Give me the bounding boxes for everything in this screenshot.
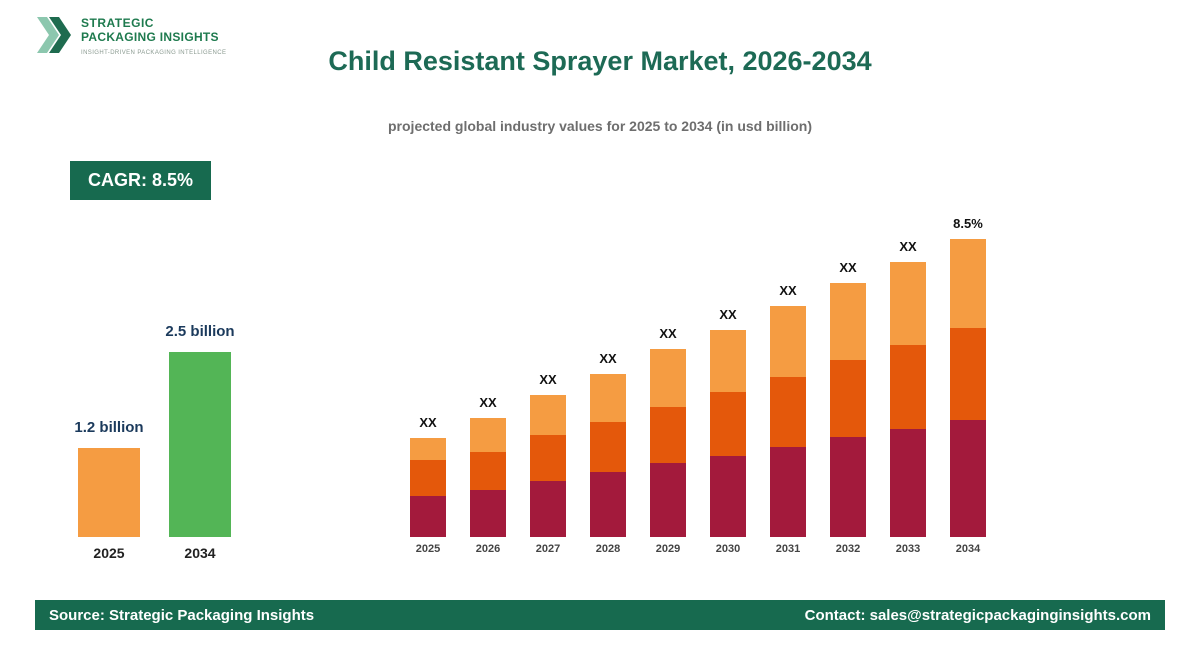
mini-comparison-chart: 1.2 billion 2.5 billion 2025 2034 (74, 227, 235, 561)
bar-segment-segment-bottom (410, 496, 446, 537)
bar-segment-segment-bottom (470, 490, 506, 537)
cagr-badge: CAGR: 8.5% (70, 161, 212, 200)
bar-segment-segment-bottom (650, 463, 686, 537)
bar-segment-segment-bottom (770, 447, 806, 537)
stacked-bar-year-label: 2025 (415, 543, 441, 555)
stacked-bar-year-label: 2029 (655, 543, 681, 555)
page-title: Child Resistant Sprayer Market, 2026-203… (328, 46, 872, 76)
mini-chart-bars: 1.2 billion 2.5 billion (74, 227, 235, 537)
stacked-bar-value-label: XX (419, 415, 437, 430)
brand-name-line1: STRATEGIC (81, 16, 154, 30)
stacked-bar-column: 8.5% (950, 197, 986, 537)
bar-segment-segment-top (650, 349, 686, 407)
bar-segment-segment-top (530, 395, 566, 435)
stacked-bar-value-label: XX (599, 351, 617, 366)
stacked-bar-year-label: 2034 (955, 543, 981, 555)
mini-bar (78, 448, 140, 537)
bar-segment-segment-top (410, 438, 446, 460)
bar-segment-segment-bottom (590, 472, 626, 537)
bar-segment-segment-top (710, 330, 746, 392)
stacked-bar-value-label: XX (479, 395, 497, 410)
stacked-bar-column: XX (710, 197, 746, 537)
stacked-bar-value-label: XX (839, 260, 857, 275)
bar-segment-segment-middle (710, 392, 746, 456)
stacked-bar-column: XX (590, 197, 626, 537)
stacked-bar-column: XX (890, 197, 926, 537)
bar-segment-segment-middle (530, 435, 566, 481)
bar-segment-segment-bottom (710, 456, 746, 537)
stacked-bar-value-label: XX (779, 283, 797, 298)
stacked-bar-year-label: 2030 (715, 543, 741, 555)
stacked-bar-column: XX (650, 197, 686, 537)
stacked-bar-column: XX (530, 197, 566, 537)
stacked-bar-year-label: 2033 (895, 543, 921, 555)
bar-segment-segment-middle (650, 407, 686, 463)
stacked-bar-column: XX (770, 197, 806, 537)
footer-bar: Source: Strategic Packaging Insights Con… (35, 600, 1165, 630)
mini-bar-value-label: 2.5 billion (165, 323, 235, 340)
bar-segment-segment-middle (890, 345, 926, 429)
mini-bar-column: 2.5 billion (165, 227, 235, 537)
stacked-bar-value-label: XX (659, 326, 677, 341)
bar-segment-segment-top (470, 418, 506, 452)
bar-segment-segment-top (890, 262, 926, 345)
stacked-bar-year-label: 2027 (535, 543, 561, 555)
chevron-logo-icon (37, 17, 71, 53)
page-subtitle: projected global industry values for 202… (388, 118, 812, 134)
mini-bar (169, 352, 231, 537)
bar-segment-segment-bottom (890, 429, 926, 537)
stacked-bar-column: XX (830, 197, 866, 537)
stacked-chart-years: 2025 2026 2027 2028 2029 2030 2031 2032 2033 2034 (410, 543, 986, 555)
stacked-bar-column: XX (470, 197, 506, 537)
bar-segment-segment-middle (590, 422, 626, 472)
mini-bar-value-label: 1.2 billion (74, 419, 144, 436)
bar-segment-segment-middle (470, 452, 506, 490)
bar-segment-segment-top (830, 283, 866, 360)
brand-logo: STRATEGIC PACKAGING INSIGHTS INSIGHT-DRI… (35, 12, 226, 58)
bar-segment-segment-middle (830, 360, 866, 437)
mini-bar-year-label: 2025 (93, 545, 125, 561)
stacked-bar-year-label: 2032 (835, 543, 861, 555)
stacked-bar-value-label: XX (539, 372, 557, 387)
mini-bar-column: 1.2 billion (74, 227, 144, 537)
bar-segment-segment-bottom (950, 420, 986, 537)
footer-contact: Contact: sales@strategicpackaginginsight… (804, 606, 1151, 624)
brand-tagline: INSIGHT-DRIVEN PACKAGING INTELLIGENCE (81, 49, 227, 56)
bar-segment-segment-top (590, 374, 626, 422)
bar-segment-segment-middle (410, 460, 446, 496)
bar-segment-segment-top (950, 239, 986, 328)
footer-source: Source: Strategic Packaging Insights (49, 606, 315, 624)
stacked-bar-column: XX (410, 197, 446, 537)
stacked-bar-year-label: 2031 (775, 543, 801, 555)
bar-segment-segment-bottom (830, 437, 866, 537)
stacked-bar-value-label: 8.5% (953, 216, 983, 231)
stacked-bar-chart: XX XX XX XX XX XX XX XX XX 8.5% 2025 2026 2027 2028 2… (410, 197, 986, 555)
mini-chart-years: 2025 2034 (78, 545, 233, 561)
bar-segment-segment-bottom (530, 481, 566, 537)
bar-segment-segment-top (770, 306, 806, 377)
bar-segment-segment-middle (770, 377, 806, 447)
brand-name-line2: PACKAGING INSIGHTS (81, 30, 219, 45)
stacked-bar-value-label: XX (899, 239, 917, 254)
stacked-bar-year-label: 2026 (475, 543, 501, 555)
bar-segment-segment-middle (950, 328, 986, 420)
stacked-bar-value-label: XX (719, 307, 737, 322)
stacked-chart-bars: XX XX XX XX XX XX XX XX XX 8.5% (410, 197, 986, 537)
stacked-bar-year-label: 2028 (595, 543, 621, 555)
mini-bar-year-label: 2034 (184, 545, 216, 561)
